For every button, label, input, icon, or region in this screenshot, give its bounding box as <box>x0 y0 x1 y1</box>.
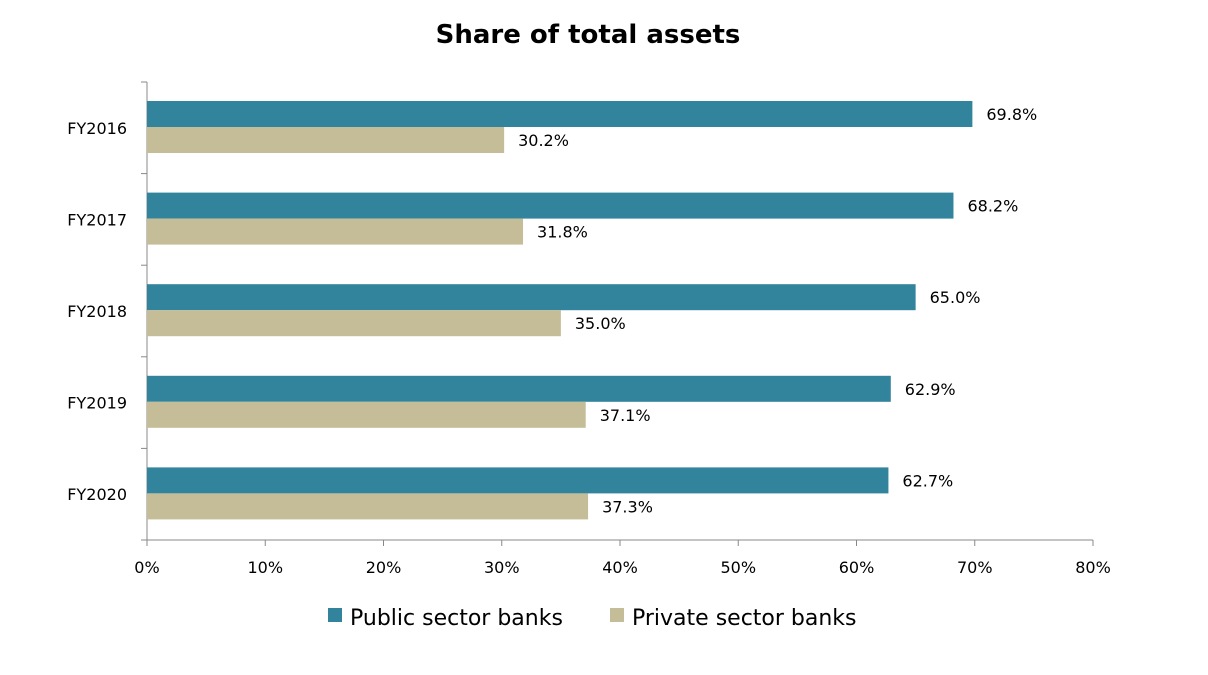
bar <box>147 401 586 428</box>
data-label: 62.7% <box>902 471 953 490</box>
y-tick-label: FY2019 <box>67 394 127 413</box>
data-label: 62.9% <box>905 380 956 399</box>
data-label: 30.2% <box>518 131 569 150</box>
data-label: 69.8% <box>986 105 1037 124</box>
y-tick-label: FY2020 <box>67 485 127 504</box>
data-label: 37.1% <box>600 406 651 425</box>
data-label: 37.3% <box>602 497 653 516</box>
legend-swatch <box>610 608 624 622</box>
bar <box>147 467 889 494</box>
bar <box>147 127 505 153</box>
data-label: 31.8% <box>537 223 588 242</box>
bar <box>147 192 954 219</box>
y-tick-label: FY2018 <box>67 302 127 321</box>
bar <box>147 310 561 337</box>
x-tick-label: 40% <box>602 558 638 577</box>
x-tick-label: 60% <box>839 558 875 577</box>
legend: Public sector banks Private sector banks <box>328 606 857 631</box>
y-tick-label: FY2017 <box>67 210 127 229</box>
legend-label: Private sector banks <box>632 606 857 631</box>
bar <box>147 101 973 127</box>
x-tick-label: 80% <box>1075 558 1111 577</box>
x-tick-label: 30% <box>484 558 520 577</box>
chart-title: Share of total assets <box>436 20 741 50</box>
bar <box>147 375 891 402</box>
x-tick-label: 0% <box>134 558 159 577</box>
bar <box>147 218 524 245</box>
data-label: 35.0% <box>575 314 626 333</box>
y-tick-label: FY2016 <box>67 119 127 138</box>
x-tick-label: 50% <box>720 558 756 577</box>
x-tick-label: 20% <box>366 558 402 577</box>
x-tick-label: 10% <box>247 558 283 577</box>
bar <box>147 493 589 520</box>
plot-area: 0% 10% 20% 30% 40% 50% 60% 70% 80% FY2016 69.8% 30.… <box>67 81 1111 577</box>
data-label: 68.2% <box>967 197 1018 216</box>
data-label: 65.0% <box>930 288 981 307</box>
legend-label: Public sector banks <box>350 606 563 631</box>
x-tick-label: 70% <box>957 558 993 577</box>
legend-swatch <box>328 608 342 622</box>
bar <box>147 284 916 311</box>
